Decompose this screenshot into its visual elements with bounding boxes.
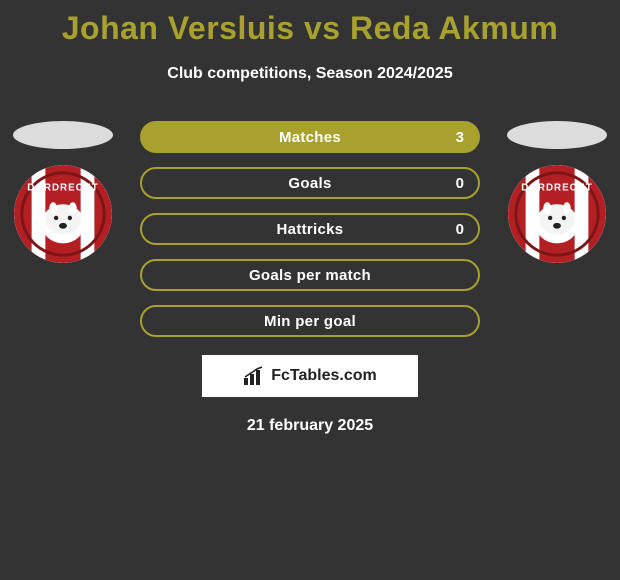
svg-text:DORDRECHT: DORDRECHT bbox=[521, 182, 592, 193]
stat-bar-goals: Goals 0 bbox=[140, 167, 480, 199]
site-name: FcTables.com bbox=[271, 367, 377, 385]
stat-bar-label: Min per goal bbox=[264, 313, 356, 330]
stat-bar-min-per-goal: Min per goal bbox=[140, 305, 480, 337]
page-title: Johan Versluis vs Reda Akmum bbox=[0, 0, 620, 47]
player-right-column: DORDRECHT bbox=[502, 121, 612, 263]
stat-bars: Matches 3 Goals 0 Hattricks 0 Goals per match M… bbox=[140, 121, 480, 337]
player-left-club-badge: DORDRECHT bbox=[14, 165, 112, 263]
stat-bar-label: Hattricks bbox=[277, 221, 344, 238]
player-right-silhouette bbox=[507, 121, 607, 149]
stat-bar-label: Goals per match bbox=[249, 267, 371, 284]
stat-bar-hattricks: Hattricks 0 bbox=[140, 213, 480, 245]
svg-text:DORDRECHT: DORDRECHT bbox=[27, 182, 98, 193]
bar-chart-icon bbox=[243, 366, 265, 386]
stat-bar-goals-per-match: Goals per match bbox=[140, 259, 480, 291]
player-right-club-badge: DORDRECHT bbox=[508, 165, 606, 263]
dordrecht-badge-icon: DORDRECHT bbox=[14, 165, 112, 263]
stat-bar-label: Goals bbox=[288, 175, 331, 192]
subtitle-competition-season: Club competitions, Season 2024/2025 bbox=[0, 65, 620, 83]
player-left-column: DORDRECHT bbox=[8, 121, 118, 263]
site-attribution-box: FcTables.com bbox=[202, 355, 418, 397]
stat-bar-value: 0 bbox=[456, 221, 464, 238]
player-left-silhouette bbox=[13, 121, 113, 149]
stat-bar-matches: Matches 3 bbox=[140, 121, 480, 153]
stat-bar-label: Matches bbox=[279, 129, 341, 146]
comparison-content: DORDRECHT DORDRECHT bbox=[0, 121, 620, 337]
dordrecht-badge-icon: DORDRECHT bbox=[508, 165, 606, 263]
generation-date: 21 february 2025 bbox=[0, 417, 620, 435]
stat-bar-value: 0 bbox=[456, 175, 464, 192]
stat-bar-value: 3 bbox=[456, 129, 464, 146]
